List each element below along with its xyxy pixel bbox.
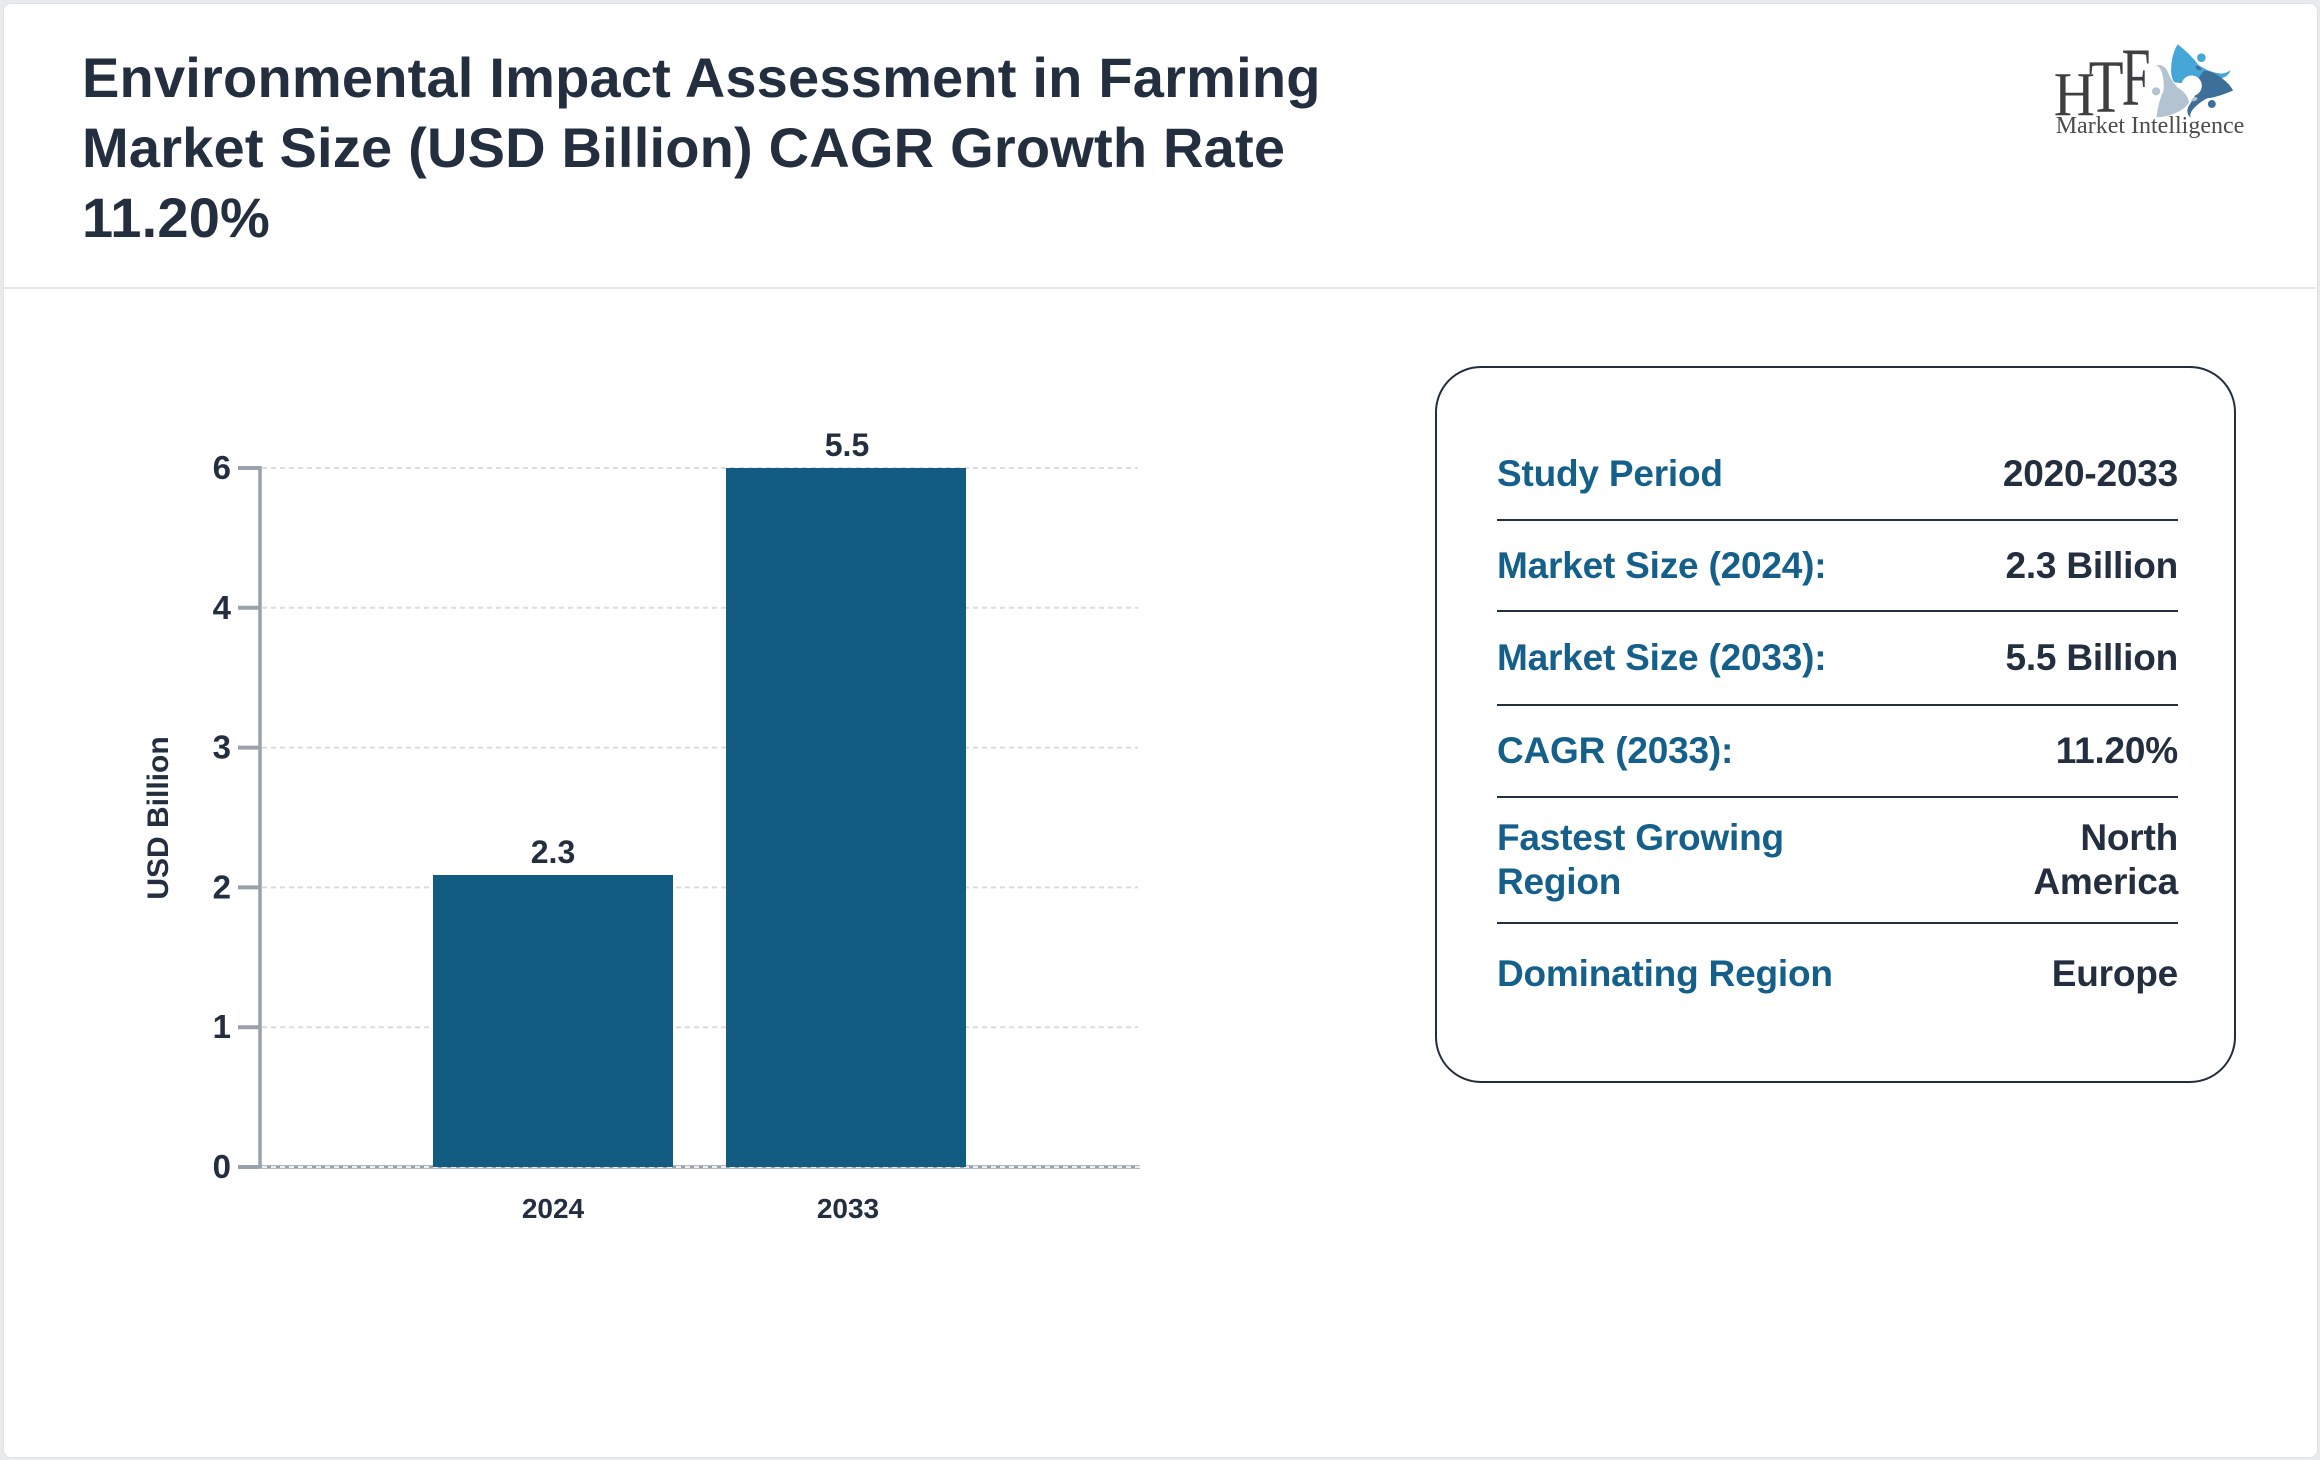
- svg-text:3: 3: [213, 729, 231, 766]
- svg-text:0: 0: [213, 1148, 231, 1185]
- svg-text:H: H: [2054, 60, 2095, 129]
- svg-text:2.3: 2.3: [531, 834, 575, 870]
- svg-text:T: T: [2089, 45, 2124, 128]
- svg-text:1: 1: [213, 1008, 231, 1045]
- svg-text:6: 6: [213, 449, 231, 486]
- svg-text:2024: 2024: [522, 1193, 585, 1224]
- svg-text:5.5: 5.5: [825, 427, 869, 463]
- svg-text:4: 4: [213, 589, 232, 626]
- svg-text:2: 2: [213, 868, 231, 905]
- svg-text:2033: 2033: [817, 1193, 879, 1224]
- svg-text:F: F: [2122, 35, 2151, 123]
- svg-text:Market Intelligence: Market Intelligence: [2056, 113, 2245, 139]
- svg-text:USD Billion: USD Billion: [142, 736, 175, 899]
